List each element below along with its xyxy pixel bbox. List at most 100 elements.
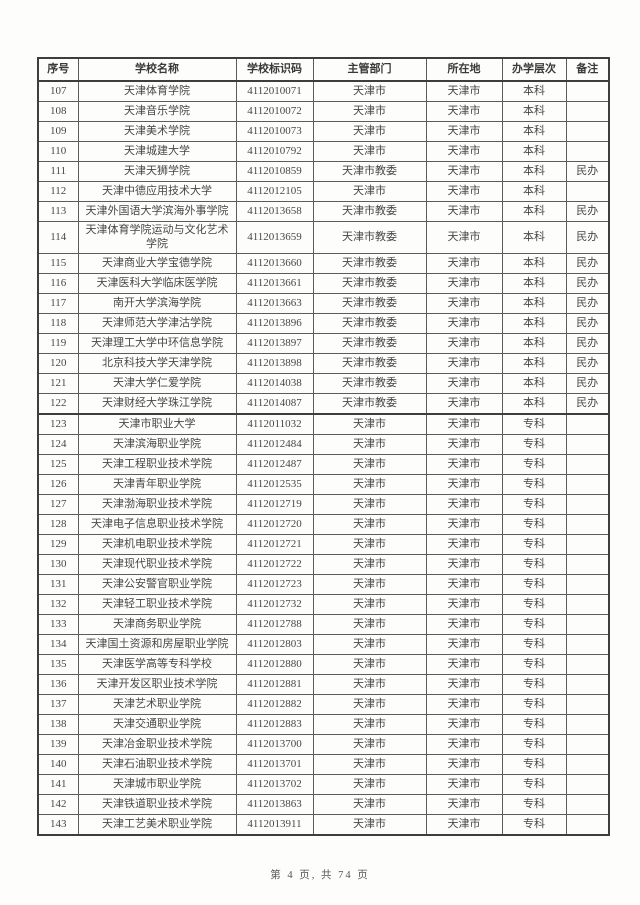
cell-dept: 天津市: [312, 141, 427, 162]
cell-level: 本科: [501, 141, 567, 162]
cell-loc: 天津市: [425, 633, 503, 655]
cell-seq: 131: [37, 573, 79, 595]
cell-name: 天津滨海职业学院: [77, 433, 237, 455]
cell-remark: [565, 433, 610, 455]
table-row: 131 天津公安警官职业学院 4112012723 天津市 天津市 专科: [37, 573, 610, 595]
cell-name: 天津财经大学珠江学院: [77, 392, 237, 415]
cell-name: 天津工艺美术职业学院: [77, 813, 237, 836]
cell-level: 专科: [501, 633, 567, 655]
cell-loc: 天津市: [425, 181, 503, 202]
cell-level: 专科: [501, 493, 567, 515]
cell-remark: 民办: [565, 352, 610, 374]
cell-code: 4112013661: [235, 272, 314, 294]
cell-code: 4112012487: [235, 453, 314, 475]
cell-dept: 天津市教委: [312, 392, 427, 415]
cell-seq: 139: [37, 733, 79, 755]
cell-code: 4112012722: [235, 553, 314, 575]
table-row: 108 天津音乐学院 4112010072 天津市 天津市 本科: [37, 101, 610, 122]
cell-remark: 民办: [565, 272, 610, 294]
table-row: 134 天津国土资源和房屋职业学院 4112012803 天津市 天津市 专科: [37, 633, 610, 655]
cell-code: 4112013898: [235, 352, 314, 374]
cell-name: 北京科技大学天津学院: [77, 352, 237, 374]
cell-loc: 天津市: [425, 101, 503, 122]
cell-remark: [565, 80, 610, 102]
cell-loc: 天津市: [425, 433, 503, 455]
cell-name: 天津商业大学宝德学院: [77, 252, 237, 274]
cell-dept: 天津市: [312, 753, 427, 775]
cell-loc: 天津市: [425, 201, 503, 222]
cell-name: 天津体育学院运动与文化艺术学院: [77, 221, 237, 254]
table-row: 111 天津天狮学院 4112010859 天津市教委 天津市 本科 民办: [37, 161, 610, 182]
cell-name: 天津大学仁爱学院: [77, 372, 237, 394]
cell-code: 4112014087: [235, 392, 314, 415]
cell-code: 4112012105: [235, 181, 314, 202]
cell-loc: 天津市: [425, 372, 503, 394]
cell-remark: [565, 613, 610, 635]
cell-remark: [565, 753, 610, 775]
cell-name: 天津铁道职业技术学院: [77, 793, 237, 815]
cell-level: 本科: [501, 352, 567, 374]
cell-remark: [565, 533, 610, 555]
table-row: 142 天津铁道职业技术学院 4112013863 天津市 天津市 专科: [37, 793, 610, 815]
column-header-code: 学校标识码: [235, 57, 314, 82]
cell-dept: 天津市: [312, 693, 427, 715]
cell-seq: 133: [37, 613, 79, 635]
cell-code: 4112013659: [235, 221, 314, 254]
cell-loc: 天津市: [425, 221, 503, 254]
cell-seq: 137: [37, 693, 79, 715]
cell-code: 4112013663: [235, 292, 314, 314]
table-body: 107 天津体育学院 4112010071 天津市 天津市 本科 108 天津音乐学院 4112…: [37, 80, 610, 836]
cell-level: 本科: [501, 161, 567, 182]
cell-remark: [565, 412, 610, 435]
cell-loc: 天津市: [425, 813, 503, 836]
table-row: 115 天津商业大学宝德学院 4112013660 天津市教委 天津市 本科 民办: [37, 252, 610, 274]
cell-name: 南开大学滨海学院: [77, 292, 237, 314]
cell-remark: [565, 693, 610, 715]
cell-name: 天津中德应用技术大学: [77, 181, 237, 202]
cell-loc: 天津市: [425, 292, 503, 314]
cell-seq: 120: [37, 352, 79, 374]
cell-seq: 117: [37, 292, 79, 314]
cell-remark: [565, 653, 610, 675]
cell-dept: 天津市: [312, 181, 427, 202]
cell-level: 本科: [501, 272, 567, 294]
cell-name: 天津城市职业学院: [77, 773, 237, 795]
cell-loc: 天津市: [425, 733, 503, 755]
cell-name: 天津公安警官职业学院: [77, 573, 237, 595]
cell-seq: 136: [37, 673, 79, 695]
cell-level: 专科: [501, 593, 567, 615]
table-header-row: 序号 学校名称 学校标识码 主管部门 所在地 办学层次 备注: [37, 57, 610, 82]
cell-level: 专科: [501, 733, 567, 755]
schools-table: 序号 学校名称 学校标识码 主管部门 所在地 办学层次 备注 107 天津体育学院…: [37, 57, 610, 836]
cell-loc: 天津市: [425, 653, 503, 675]
table-row: 118 天津师范大学津沽学院 4112013896 天津市教委 天津市 本科 民办: [37, 312, 610, 334]
table-row: 143 天津工艺美术职业学院 4112013911 天津市 天津市 专科: [37, 813, 610, 836]
cell-seq: 142: [37, 793, 79, 815]
cell-level: 本科: [501, 252, 567, 274]
cell-seq: 118: [37, 312, 79, 334]
cell-name: 天津冶金职业技术学院: [77, 733, 237, 755]
cell-seq: 116: [37, 272, 79, 294]
cell-dept: 天津市教委: [312, 201, 427, 222]
cell-name: 天津医学高等专科学校: [77, 653, 237, 675]
cell-dept: 天津市教委: [312, 352, 427, 374]
cell-remark: [565, 713, 610, 735]
cell-dept: 天津市: [312, 653, 427, 675]
cell-level: 本科: [501, 181, 567, 202]
cell-remark: [565, 793, 610, 815]
cell-seq: 126: [37, 473, 79, 495]
cell-seq: 123: [37, 412, 79, 435]
cell-level: 专科: [501, 473, 567, 495]
cell-code: 4112013896: [235, 312, 314, 334]
table-row: 128 天津电子信息职业技术学院 4112012720 天津市 天津市 专科: [37, 513, 610, 535]
cell-level: 本科: [501, 101, 567, 122]
table-row: 126 天津青年职业学院 4112012535 天津市 天津市 专科: [37, 473, 610, 495]
cell-seq: 129: [37, 533, 79, 555]
cell-loc: 天津市: [425, 573, 503, 595]
table-row: 114 天津体育学院运动与文化艺术学院 4112013659 天津市教委 天津市 本科 民办: [37, 221, 610, 254]
cell-level: 本科: [501, 221, 567, 254]
column-header-remark: 备注: [565, 57, 610, 82]
cell-seq: 143: [37, 813, 79, 836]
cell-remark: [565, 633, 610, 655]
